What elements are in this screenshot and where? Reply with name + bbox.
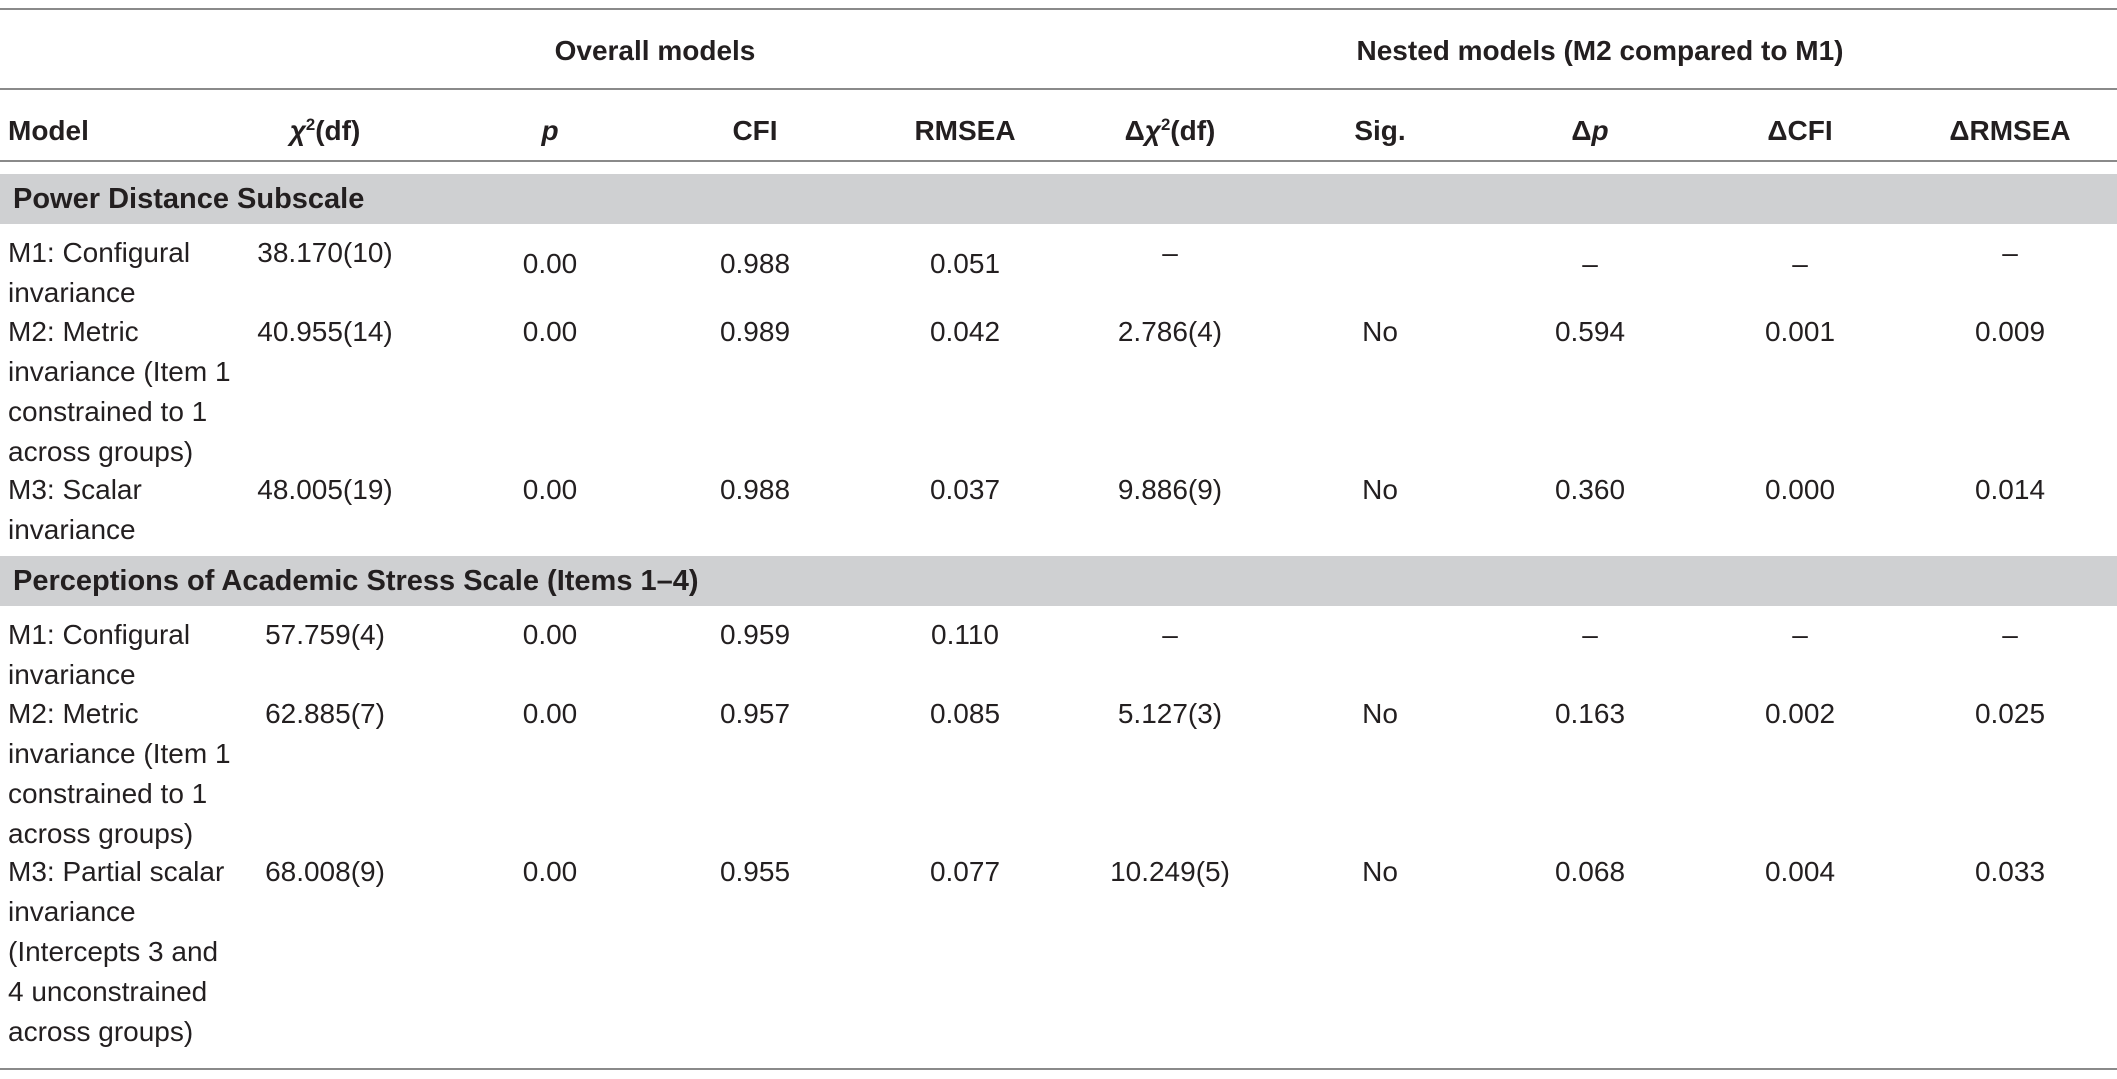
cell-delta-p: 0.594: [1554, 316, 1626, 347]
top-rule: [0, 8, 2117, 10]
cell-rmsea: 0.077: [929, 856, 1001, 887]
col-header-sig: Sig.: [1354, 115, 1406, 146]
row-model-label: M3: Scalar invariance: [8, 474, 142, 545]
cell-chi-square: 62.885(7): [265, 698, 385, 729]
cell-rmsea: 0.037: [929, 474, 1001, 505]
col-header-delta-p: Δp: [1571, 115, 1609, 146]
cell-delta-p: 0.360: [1554, 474, 1626, 505]
cell-p: 0.00: [522, 698, 578, 729]
cell-delta-rmsea: –: [2002, 237, 2018, 268]
cell-delta-p: –: [1582, 619, 1598, 650]
cell-chi-square: 48.005(19): [257, 474, 393, 505]
cell-delta-cfi: –: [1792, 619, 1808, 650]
group-header-rule: [0, 88, 2117, 90]
cell-rmsea: 0.051: [929, 248, 1001, 279]
cell-rmsea: 0.110: [931, 619, 999, 650]
col-header-model: Model: [8, 115, 89, 146]
bottom-rule: [0, 1068, 2117, 1070]
cell-delta-rmsea: –: [2002, 619, 2018, 650]
cell-delta-rmsea: 0.014: [1974, 474, 2046, 505]
cell-cfi: 0.957: [719, 698, 791, 729]
column-header-rule: [0, 160, 2117, 162]
cell-delta-chi-square: 5.127(3): [1117, 698, 1223, 729]
cell-delta-cfi: –: [1792, 248, 1808, 279]
cell-delta-p: –: [1582, 248, 1598, 279]
cell-chi-square: 57.759(4): [265, 619, 385, 650]
group-header-nested: Nested models (M2 compared to M1): [1356, 35, 1844, 66]
cell-sig: No: [1362, 316, 1398, 347]
section-header-academic-stress: Perceptions of Academic Stress Scale (It…: [0, 556, 2117, 606]
cell-p: 0.00: [522, 316, 578, 347]
cell-delta-rmsea: 0.009: [1974, 316, 2046, 347]
cell-delta-p: 0.068: [1554, 856, 1626, 887]
cell-rmsea: 0.085: [929, 698, 1001, 729]
col-header-delta-rmsea: ΔRMSEA: [1949, 115, 2071, 146]
col-header-chi-square: χ2(df): [289, 114, 361, 146]
section-title: Power Distance Subscale: [13, 183, 365, 215]
row-model-label: M2: Metric invariance (Item 1 constraine…: [8, 316, 231, 467]
cell-cfi: 0.989: [719, 316, 791, 347]
cell-chi-square: 40.955(14): [257, 316, 393, 347]
cell-sig: No: [1362, 856, 1398, 887]
section-title: Perceptions of Academic Stress Scale (It…: [13, 565, 699, 597]
cell-delta-rmsea: 0.033: [1974, 856, 2046, 887]
col-header-cfi: CFI: [732, 115, 778, 146]
row-model-label: M1: Configural invariance: [8, 619, 191, 690]
cell-cfi: 0.988: [719, 248, 791, 279]
cell-chi-square: 68.008(9): [265, 856, 385, 887]
cell-delta-rmsea: 0.025: [1974, 698, 2046, 729]
section-header-power-distance: Power Distance Subscale: [0, 174, 2117, 224]
col-header-delta-chi-square: Δχ2(df): [1124, 114, 1216, 146]
cell-p: 0.00: [522, 619, 578, 650]
cell-chi-square: 38.170(10): [257, 237, 393, 268]
cell-delta-p: 0.163: [1554, 698, 1626, 729]
cell-delta-chi-square: 2.786(4): [1117, 316, 1223, 347]
cell-cfi: 0.955: [719, 856, 791, 887]
cell-delta-chi-square: 9.886(9): [1117, 474, 1223, 505]
cell-cfi: 0.988: [719, 474, 791, 505]
col-header-p: p: [541, 115, 559, 146]
cell-delta-chi-square: –: [1162, 237, 1178, 268]
cell-delta-chi-square: 10.249(5): [1110, 856, 1230, 887]
group-header-overall: Overall models: [554, 35, 756, 66]
cell-cfi: 0.959: [719, 619, 791, 650]
cell-delta-cfi: 0.000: [1764, 474, 1836, 505]
cell-delta-cfi: 0.001: [1764, 316, 1836, 347]
cell-sig: No: [1362, 698, 1398, 729]
row-model-label: M3: Partial scalar invariance (Intercept…: [8, 856, 225, 1047]
cell-delta-chi-square: –: [1162, 619, 1178, 650]
row-model-label: M1: Configural invariance: [8, 237, 191, 308]
cell-rmsea: 0.042: [929, 316, 1001, 347]
cell-sig: No: [1362, 474, 1398, 505]
cell-p: 0.00: [522, 474, 578, 505]
cell-p: 0.00: [522, 856, 578, 887]
col-header-rmsea: RMSEA: [914, 115, 1016, 146]
col-header-delta-cfi: ΔCFI: [1767, 115, 1833, 146]
cell-delta-cfi: 0.002: [1764, 698, 1836, 729]
cell-delta-cfi: 0.004: [1764, 856, 1836, 887]
row-model-label: M2: Metric invariance (Item 1 constraine…: [8, 698, 231, 849]
cell-p: 0.00: [522, 248, 578, 279]
